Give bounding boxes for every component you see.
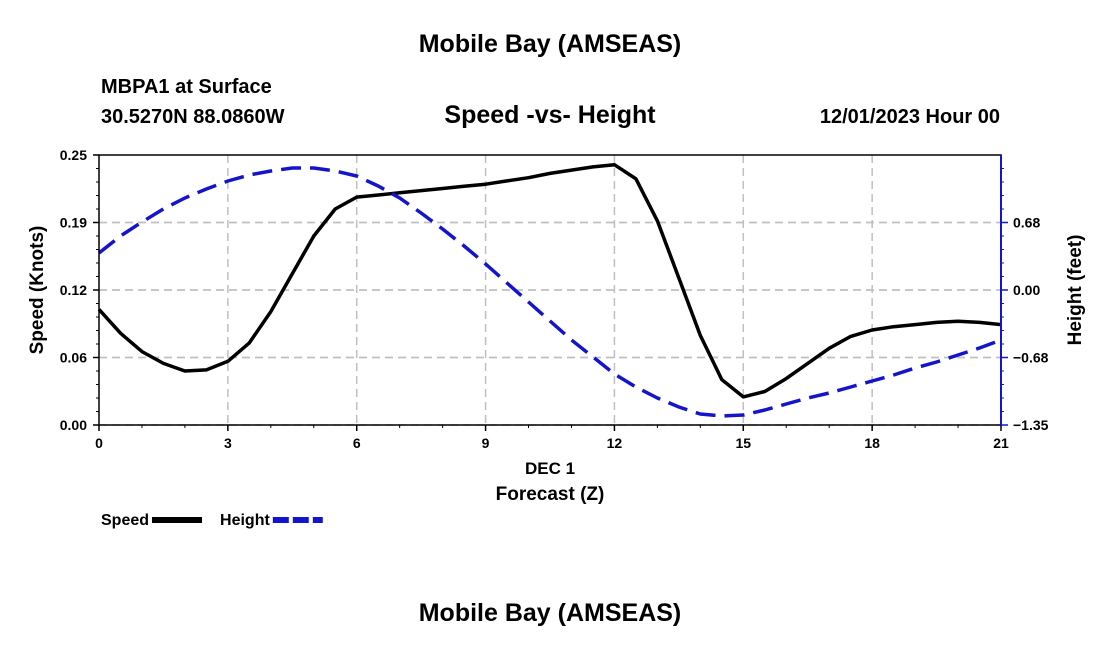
speed-height-chart: 0 3 6 9 12 15 18 21 0.00 0.06 0.12 0.19 0.25 −1.35 −0.… <box>27 147 1086 529</box>
series-line-speed <box>97 162 1002 399</box>
y-tick-label: 0.12 <box>60 282 87 298</box>
y2-tick-label: −0.68 <box>1013 350 1049 366</box>
legend: Speed Height <box>101 512 323 529</box>
x-tick-label: 15 <box>735 435 751 451</box>
x-tick-label: 18 <box>864 435 880 451</box>
y2-tick-label: 0.00 <box>1013 282 1040 298</box>
x-tick-label: 6 <box>353 435 361 451</box>
station-label: MBPA1 at Surface <box>101 76 272 98</box>
coordinates-label: 30.5270N 88.0860W <box>101 106 285 128</box>
y-axis-title: Speed (Knots) <box>27 226 48 355</box>
y-tick-label: 0.25 <box>60 147 87 163</box>
y-tick-label: 0.00 <box>60 417 87 433</box>
x-axis-date-label: DEC 1 <box>525 459 575 478</box>
x-tick-label: 21 <box>993 435 1009 451</box>
legend-label-speed: Speed <box>101 512 149 529</box>
x-tick-label: 3 <box>224 435 232 451</box>
y2-axis-title: Height (feet) <box>1065 235 1086 346</box>
x-axis-title: Forecast (Z) <box>496 484 605 505</box>
bottom-title: Mobile Bay (AMSEAS) <box>418 599 682 627</box>
y-tick-label: 0.19 <box>60 215 87 231</box>
x-tick-label: 0 <box>95 435 103 451</box>
chart-subtitle: Speed -vs- Height <box>444 101 656 129</box>
forecast-datetime: 12/01/2023 Hour 00 <box>819 106 1000 128</box>
x-tick-label: 12 <box>607 435 623 451</box>
y2-tick-label: −1.35 <box>1013 417 1049 433</box>
grid-lines <box>99 154 1001 426</box>
y2-tick-label: 0.68 <box>1013 215 1040 231</box>
y-tick-label: 0.06 <box>60 350 87 366</box>
legend-label-height: Height <box>220 512 270 529</box>
series-line-height <box>97 166 1002 418</box>
series-layer <box>97 162 1002 418</box>
x-tick-label: 9 <box>482 435 490 451</box>
main-title: Mobile Bay (AMSEAS) <box>418 30 682 58</box>
axes: 0 3 6 9 12 15 18 21 0.00 0.06 0.12 0.19 0.25 −1.35 −0.… <box>60 147 1049 451</box>
